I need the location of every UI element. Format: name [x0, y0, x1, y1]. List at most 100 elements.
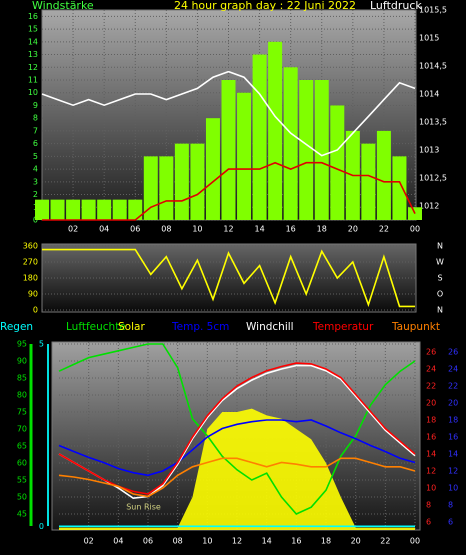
y-tick-label: 13: [28, 50, 38, 59]
x-tick-label: 16: [291, 537, 301, 546]
y4-tick-label: 0: [39, 522, 44, 531]
bar: [128, 199, 143, 220]
y3-tick-label: 20: [448, 399, 458, 408]
y-tick-label: 5: [33, 152, 38, 161]
legend-entry: Temp. 5cm: [171, 321, 229, 333]
y2-tick-label: 18: [426, 416, 436, 425]
chart-title: 24 hour graph day : 22 Juni 2022: [174, 0, 356, 12]
bar: [112, 199, 127, 220]
y3-tick-label: 26: [448, 348, 458, 357]
y4-tick-label: 5: [39, 339, 44, 348]
y2-tick-label: 24: [426, 365, 436, 374]
y2-tick-label: 1013,5: [419, 118, 447, 127]
line: [42, 161, 416, 221]
y2-tick-label: 1015,5: [419, 6, 447, 15]
y-tick-label: 10: [28, 88, 38, 97]
line: [58, 457, 416, 498]
bar: [314, 80, 329, 220]
y3-tick-label: 16: [448, 433, 458, 442]
legend-entry: Windchill: [246, 321, 294, 333]
x-tick-label: 04: [99, 225, 109, 234]
y-tick-label: 16: [28, 12, 38, 21]
y-tick-label: 14: [28, 37, 38, 46]
bar: [408, 207, 422, 220]
y2-tick-label: 22: [426, 382, 436, 391]
y-tick-label: 90: [28, 290, 38, 299]
y3-tick-label: 18: [448, 416, 458, 425]
y3-tick-label: 24: [448, 365, 458, 374]
y3-tick-label: 14: [448, 450, 458, 459]
y-tick-label: 8: [33, 114, 38, 123]
bar: [143, 156, 158, 220]
y-tick-label: 60: [17, 459, 27, 468]
bar: [283, 67, 298, 220]
legend-entry: Taupunkt: [391, 321, 440, 333]
y-tick-label: 90: [17, 357, 27, 366]
line: [42, 248, 415, 308]
bar: [81, 199, 96, 220]
y-tick-label: 15: [28, 25, 38, 34]
y-tick-label: 65: [17, 442, 27, 451]
bar: [174, 143, 189, 220]
y-tick-label: 4: [33, 165, 38, 174]
bar: [97, 199, 112, 220]
y-tick-label: 50: [17, 493, 27, 502]
x-tick-label: 02: [84, 537, 94, 546]
x-tick-label: 12: [223, 225, 233, 234]
x-tick-label: 06: [143, 537, 153, 546]
y3-tick-label: 10: [448, 484, 458, 493]
x-tick-label: 04: [113, 537, 123, 546]
y-tick-label: 2: [33, 190, 38, 199]
y-tick-label: 270: [23, 258, 38, 267]
bar: [376, 130, 391, 220]
bar: [252, 54, 267, 220]
y2-tick-label: 6: [426, 518, 431, 527]
y-tick-label: 6: [33, 139, 38, 148]
y3-tick-label: 12: [448, 467, 458, 476]
x-tick-label: 06: [130, 225, 140, 234]
x-tick-label: 22: [379, 225, 389, 234]
y3-tick-label: 6: [448, 518, 453, 527]
x-tick-label: 14: [262, 537, 272, 546]
y-tick-label: 80: [17, 391, 27, 400]
y2-axis-label: Luftdruck: [370, 0, 422, 12]
legend-entry: Luftfeuchte: [66, 321, 126, 333]
bar: [361, 143, 376, 220]
x-tick-label: 16: [286, 225, 296, 234]
x-tick-label: 08: [173, 537, 183, 546]
y2-tick-label: 1012,5: [419, 174, 447, 183]
y2-tick-label: 16: [426, 433, 436, 442]
y2-tick-label: 1015: [419, 34, 439, 43]
y-tick-label: 360: [23, 242, 38, 251]
y2-tick-label: 1014: [419, 90, 439, 99]
y-tick-label: 12: [28, 63, 38, 72]
x-tick-label: 22: [380, 537, 390, 546]
legend-entry: Temperatur: [312, 321, 374, 333]
y2-tick-label: 10: [426, 484, 436, 493]
bar: [66, 199, 81, 220]
y-axis-label: Windstärke: [32, 0, 94, 12]
line: [41, 70, 416, 157]
y2-tick-label: 1014,5: [419, 62, 447, 71]
x-tick-label: 14: [254, 225, 264, 234]
y-tick-label: 95: [17, 340, 27, 349]
y2-tick-label: 1012: [419, 202, 439, 211]
x-tick-label: 10: [192, 225, 202, 234]
y2-tick-label: 12: [426, 467, 436, 476]
bar: [190, 143, 205, 220]
bar: [221, 80, 236, 220]
x-tick-label: 18: [321, 537, 331, 546]
annotation: Sun Rise: [126, 503, 161, 512]
y3-tick-label: 22: [448, 382, 458, 391]
y2-tick-label: 1013: [419, 146, 439, 155]
bar: [268, 41, 283, 221]
bar: [330, 105, 345, 220]
x-tick-label: 20: [348, 225, 358, 234]
direction-label: O: [437, 290, 443, 299]
bar: [237, 92, 252, 220]
y-tick-label: 45: [17, 510, 27, 519]
x-tick-label: 02: [68, 225, 78, 234]
y-tick-label: 3: [33, 177, 38, 186]
line: [58, 364, 416, 500]
y2-tick-label: 8: [426, 501, 431, 510]
